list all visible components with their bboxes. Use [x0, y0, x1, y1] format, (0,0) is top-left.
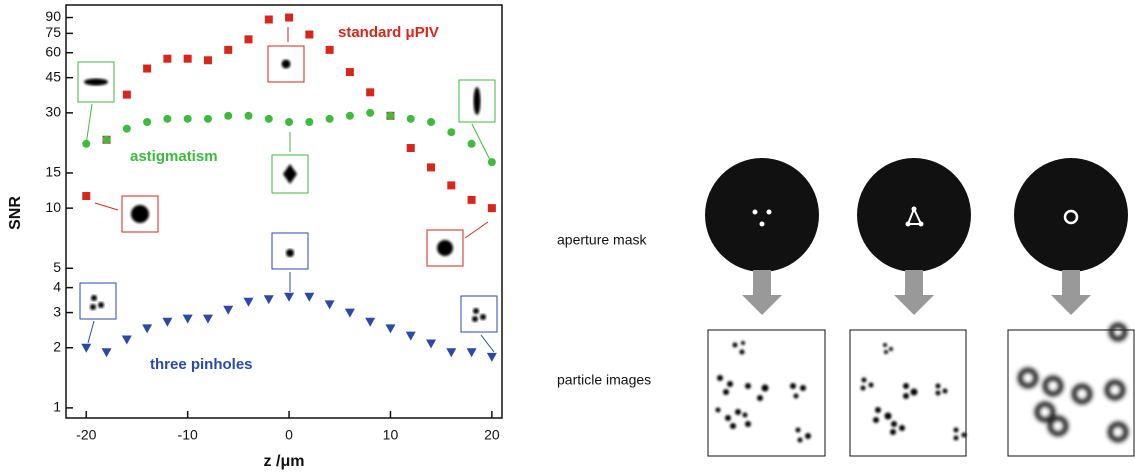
point — [183, 54, 192, 63]
particle-panels — [707, 322, 1135, 457]
y-axis-title: SNR — [7, 196, 24, 230]
point — [223, 305, 234, 315]
point — [82, 139, 91, 148]
x-axis-title: z /μm — [264, 453, 305, 470]
point — [385, 324, 396, 334]
point — [203, 114, 212, 123]
point — [406, 114, 415, 123]
y-tick-label: 5 — [53, 259, 61, 275]
y-tick-label: 10 — [45, 199, 61, 215]
row-label: particle images — [557, 372, 651, 388]
x-tick-label: 10 — [383, 427, 399, 443]
point — [244, 35, 253, 44]
point — [182, 314, 193, 324]
y-tick-label: 4 — [53, 278, 61, 294]
y-tick-label: 15 — [45, 164, 61, 180]
point — [143, 117, 152, 126]
point — [446, 348, 457, 358]
y-tick-label: 30 — [45, 104, 61, 120]
x-tick-label: 20 — [484, 427, 500, 443]
point — [447, 181, 456, 190]
point — [224, 45, 233, 54]
point — [81, 343, 92, 353]
aperture-masks — [705, 158, 1128, 272]
point — [365, 317, 376, 327]
point — [366, 88, 375, 97]
point — [101, 348, 112, 358]
point — [285, 13, 294, 22]
point — [427, 163, 436, 172]
point — [122, 90, 131, 99]
point — [486, 352, 497, 362]
point — [82, 192, 91, 201]
point — [366, 108, 375, 117]
row-label: aperture mask — [557, 232, 647, 248]
point — [325, 114, 334, 123]
point — [467, 195, 476, 204]
point — [304, 292, 315, 302]
point — [143, 64, 152, 73]
x-tick-label: -20 — [76, 427, 96, 443]
point — [264, 114, 273, 123]
point — [487, 158, 496, 167]
point — [203, 56, 212, 65]
y-tick-label: 1 — [53, 399, 61, 415]
plot-frame — [65, 4, 503, 419]
point — [183, 114, 192, 123]
point — [122, 124, 131, 133]
point — [284, 292, 295, 302]
y-tick-label: 45 — [45, 68, 61, 84]
point — [427, 117, 436, 126]
point — [244, 111, 253, 120]
point — [345, 111, 354, 120]
point — [325, 45, 334, 54]
y-tick-label: 3 — [53, 303, 61, 319]
point — [345, 68, 354, 77]
point — [202, 314, 213, 324]
y-tick-label: 60 — [45, 43, 61, 59]
y-tick-label: 2 — [53, 338, 61, 354]
point — [163, 114, 172, 123]
point — [426, 339, 437, 349]
point — [102, 135, 111, 144]
point — [264, 15, 273, 24]
series-label: standard μPIV — [338, 24, 439, 41]
point — [285, 117, 294, 126]
point — [243, 297, 254, 307]
point — [305, 117, 314, 126]
point — [224, 111, 233, 120]
point — [466, 348, 477, 358]
point — [344, 308, 355, 318]
point — [405, 331, 416, 341]
point — [263, 295, 274, 305]
point — [121, 335, 132, 345]
arrows — [742, 270, 1091, 315]
point — [162, 317, 173, 327]
point — [487, 204, 496, 213]
point — [467, 139, 476, 148]
y-tick-label: 75 — [45, 24, 61, 40]
x-tick-label: 0 — [285, 427, 293, 443]
point — [324, 300, 335, 310]
point — [163, 54, 172, 63]
y-tick-label: 90 — [45, 8, 61, 24]
point — [447, 128, 456, 137]
x-tick-label: -10 — [178, 427, 198, 443]
point — [386, 111, 395, 120]
insets — [77, 27, 498, 353]
series-label: three pinholes — [150, 356, 253, 373]
series-label: astigmatism — [130, 148, 218, 165]
point — [305, 30, 314, 39]
point — [142, 324, 153, 334]
point — [406, 144, 415, 153]
